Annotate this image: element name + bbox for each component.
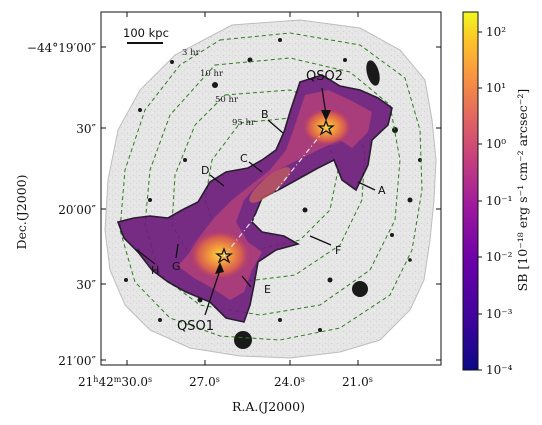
- colorbar-tick: 10⁻⁴: [486, 363, 513, 377]
- contour-50hr: [171, 89, 366, 283]
- scale-bar-label: 100 kpc: [123, 26, 169, 40]
- region-label-f: F: [335, 244, 341, 257]
- qso2-star-icon: [317, 119, 335, 136]
- region-label-b: B: [261, 108, 269, 121]
- colorbar-gradient: [462, 11, 479, 371]
- dec-tick-label: 21′00″: [58, 354, 96, 368]
- plot-frame: [100, 11, 442, 366]
- image-panel: [101, 12, 441, 365]
- contour-label-50hr: 50 hr: [215, 95, 239, 105]
- y-axis-title: Dec.(J2000): [14, 175, 29, 250]
- qso-axis-line: [223, 127, 327, 257]
- ra-tick-labels: 21h42m30.0s 27.0s 24.0s 21.0s: [78, 375, 373, 389]
- region-label-h: H: [151, 264, 159, 277]
- ra-tick-label: 27.0s: [189, 375, 220, 389]
- axis-ticks: [101, 12, 441, 365]
- dec-tick-label: 20′00″: [58, 203, 96, 217]
- contour-3hr: [119, 32, 423, 341]
- ra-tick-label: 24.0s: [274, 375, 305, 389]
- colorbar-tick: 10⁰: [486, 137, 506, 151]
- qso1-label: QSO1: [177, 319, 214, 334]
- colorbar-tick: 10⁻¹: [486, 194, 512, 208]
- ra-tick-label: 21.0s: [342, 375, 373, 389]
- region-label-d: D: [201, 164, 209, 177]
- nebula-core-qso1: [188, 229, 252, 281]
- colorbar: 10² 10¹ 10⁰ 10⁻¹ 10⁻² 10⁻³ 10⁻⁴ SB [10⁻¹…: [462, 11, 530, 377]
- qso1-star-icon: [215, 247, 233, 264]
- nebula-core-qso2: [301, 107, 353, 147]
- nebula-emission: [116, 74, 393, 323]
- qso2-label: QSO2: [306, 69, 343, 84]
- region-label-a: A: [378, 184, 386, 197]
- colorbar-tick: 10²: [486, 25, 506, 39]
- qso-markers: [215, 119, 335, 264]
- dec-tick-labels: −44°19′00″ 30″ 20′00″ 30″ 21′00″: [27, 41, 97, 368]
- contour-label-3hr: 3 hr: [182, 48, 201, 58]
- dec-tick-label: 30″: [76, 278, 96, 292]
- region-label-g: G: [172, 260, 181, 273]
- colorbar-tick: 10⁻²: [486, 250, 513, 264]
- dec-tick-label: 30″: [76, 122, 96, 136]
- x-axis-title: R.A.(J2000): [232, 399, 305, 414]
- region-label-c: C: [240, 152, 248, 165]
- contour-label-95hr: 95 hr: [232, 118, 256, 128]
- contour-label-10hr: 10 hr: [200, 69, 224, 79]
- colorbar-tick: 10⁻³: [486, 307, 513, 321]
- ra-tick-label: 21h42m30.0s: [78, 375, 152, 389]
- contour-10hr: [144, 57, 401, 316]
- nebula-ridge: [249, 167, 291, 203]
- annotation-arrows: [136, 87, 376, 316]
- dec-tick-label: −44°19′00″: [27, 41, 97, 55]
- colorbar-tick: 10¹: [486, 81, 506, 95]
- colorbar-label: SB [10⁻¹⁸ erg s⁻¹ cm⁻² arcsec⁻²]: [515, 89, 530, 292]
- region-label-e: E: [264, 283, 271, 296]
